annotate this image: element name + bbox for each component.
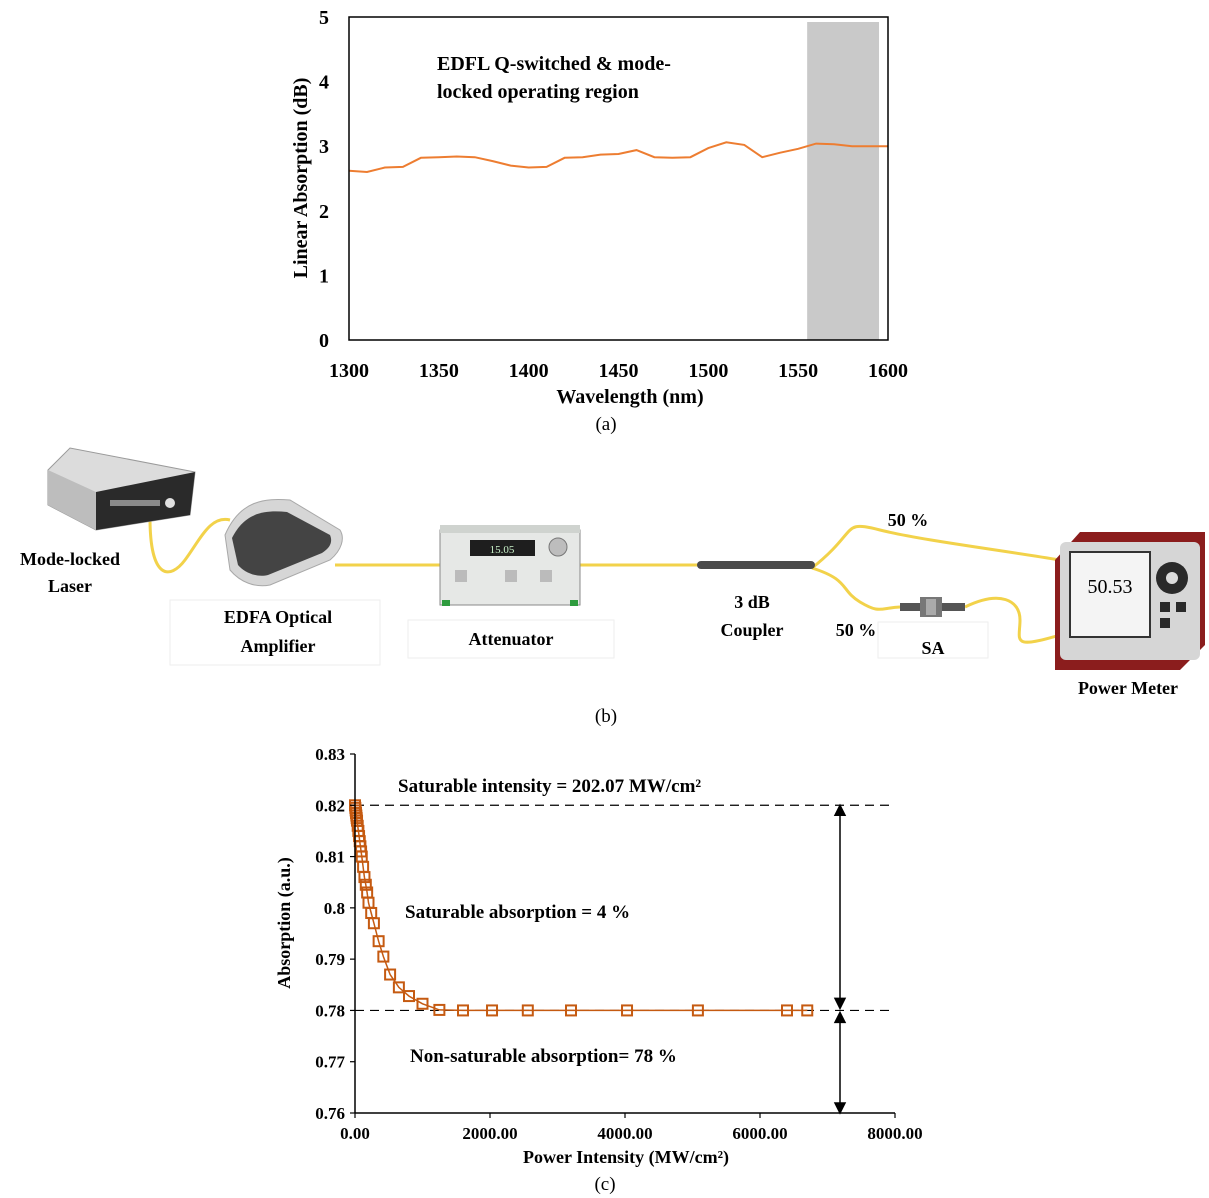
sa-label-box bbox=[877, 621, 989, 659]
y-tick-label: 0.83 bbox=[315, 745, 345, 764]
edfa-label-line-1: EDFA Optical bbox=[224, 607, 332, 627]
y-tick-label: 0.79 bbox=[315, 950, 345, 969]
coupler-label-line-2: Coupler bbox=[721, 620, 784, 640]
data-point-marker bbox=[416, 997, 429, 1010]
x-tick-label: 2000.00 bbox=[462, 1124, 517, 1143]
data-point-marker bbox=[781, 1004, 793, 1017]
shaded-operating-region bbox=[807, 22, 880, 340]
non-saturable-arrow bbox=[833, 1010, 847, 1115]
y-tick-label: 0.81 bbox=[315, 848, 345, 867]
x-axis-label: Power Intensity (MW/cm²) bbox=[523, 1147, 729, 1168]
data-point-marker bbox=[621, 1004, 634, 1017]
power-meter-label: Power Meter bbox=[1078, 678, 1178, 698]
data-point-marker bbox=[358, 871, 371, 884]
absorption-series-line bbox=[348, 141, 888, 174]
non-saturable-annotation: Non-saturable absorption= 78 % bbox=[410, 1046, 677, 1067]
data-point-marker bbox=[521, 1004, 534, 1017]
edfa-label-line-2: Amplifier bbox=[241, 636, 316, 656]
saturable-absorber-device bbox=[900, 597, 965, 617]
figure-a-absorption-chart: 0 1 2 3 4 5 1300 1350 1400 1450 1500 1550 1600 EDFL… bbox=[290, 7, 908, 435]
data-point-marker bbox=[392, 981, 405, 994]
power-meter-display: 50.53 bbox=[1088, 576, 1133, 598]
plot-frame bbox=[348, 16, 889, 341]
x-tick-label: 1400 bbox=[509, 360, 549, 382]
edfa-label-box bbox=[169, 599, 381, 666]
x-tick-label: 4000.00 bbox=[597, 1124, 652, 1143]
fiber-cables bbox=[148, 517, 1061, 644]
coupler-device bbox=[697, 561, 815, 569]
y-tick-label: 0.78 bbox=[315, 1001, 345, 1020]
data-point-marker bbox=[801, 1004, 814, 1017]
annotation-line-2: locked operating region bbox=[437, 81, 639, 103]
saturable-absorption-annotation: Saturable absorption = 4 % bbox=[405, 902, 630, 923]
data-point-marker bbox=[457, 1004, 469, 1017]
figure-c-saturable-absorption-chart: 0.76 0.77 0.78 0.79 0.8 0.81 0.82 0.83 0.00 2000… bbox=[274, 745, 923, 1195]
data-point-marker bbox=[367, 917, 380, 930]
y-tick-label: 2 bbox=[319, 201, 329, 223]
y-tick-label: 0 bbox=[319, 330, 329, 352]
x-tick-label: 8000.00 bbox=[867, 1124, 922, 1143]
caption-b: (b) bbox=[595, 706, 617, 727]
annotation-line-1: EDFL Q-switched & mode- bbox=[437, 53, 671, 75]
x-tick-label: 1350 bbox=[419, 360, 459, 382]
x-tick-label: 1300 bbox=[329, 360, 369, 382]
saturable-absorption-arrow bbox=[833, 803, 847, 1011]
x-tick-label: 1600 bbox=[868, 360, 908, 382]
caption-c: (c) bbox=[594, 1174, 615, 1195]
saturable-intensity-annotation: Saturable intensity = 202.07 MW/cm² bbox=[398, 776, 701, 797]
y-tick-label: 4 bbox=[319, 72, 329, 94]
sa-label: SA bbox=[921, 638, 944, 658]
y-tick-label: 0.8 bbox=[324, 899, 345, 918]
data-point-marker bbox=[565, 1004, 577, 1017]
y-axis-label: Linear Absorption (dB) bbox=[290, 78, 312, 279]
x-axis-label: Wavelength (nm) bbox=[556, 386, 703, 408]
y-tick-label: 1 bbox=[319, 265, 329, 287]
data-point-marker bbox=[433, 1003, 446, 1016]
y-tick-label: 0.82 bbox=[315, 796, 345, 815]
data-point-marker bbox=[403, 990, 415, 1003]
data-point-marker bbox=[486, 1004, 499, 1017]
data-point-marker bbox=[377, 950, 390, 963]
split-top-label: 50 % bbox=[888, 510, 929, 530]
data-point-marker bbox=[384, 968, 397, 981]
data-point-marker bbox=[691, 1004, 704, 1017]
laser-label-line-2: Laser bbox=[48, 576, 92, 596]
attenuator-device: 15.05 bbox=[439, 525, 581, 606]
attenuator-label: Attenuator bbox=[469, 629, 554, 649]
data-point-marker bbox=[372, 935, 385, 948]
edfa-amplifier-device bbox=[224, 499, 343, 587]
coupler-label-line-1: 3 dB bbox=[734, 592, 770, 612]
split-bottom-label: 50 % bbox=[836, 620, 877, 640]
x-tick-label: 6000.00 bbox=[732, 1124, 787, 1143]
power-meter-device: 50.53 bbox=[1055, 532, 1205, 670]
mode-locked-laser-device bbox=[47, 447, 196, 531]
laser-label-line-1: Mode-locked bbox=[20, 549, 120, 569]
data-point-marker bbox=[359, 878, 372, 891]
x-tick-label: 1450 bbox=[599, 360, 639, 382]
figure-b-setup-diagram: Mode-locked Laser EDFA Optical Amplifier… bbox=[20, 447, 1205, 727]
y-tick-label: 5 bbox=[319, 7, 329, 29]
x-tick-label: 0.00 bbox=[340, 1124, 370, 1143]
x-tick-label: 1550 bbox=[778, 360, 818, 382]
caption-a: (a) bbox=[595, 414, 616, 435]
attenuator-display: 15.05 bbox=[490, 544, 515, 556]
y-axis-label: Absorption (a.u.) bbox=[274, 857, 295, 989]
y-tick-label: 3 bbox=[319, 136, 329, 158]
y-tick-label: 0.76 bbox=[315, 1104, 345, 1123]
attenuator-label-box bbox=[407, 619, 615, 659]
x-tick-label: 1500 bbox=[688, 360, 728, 382]
y-tick-label: 0.77 bbox=[315, 1053, 345, 1072]
